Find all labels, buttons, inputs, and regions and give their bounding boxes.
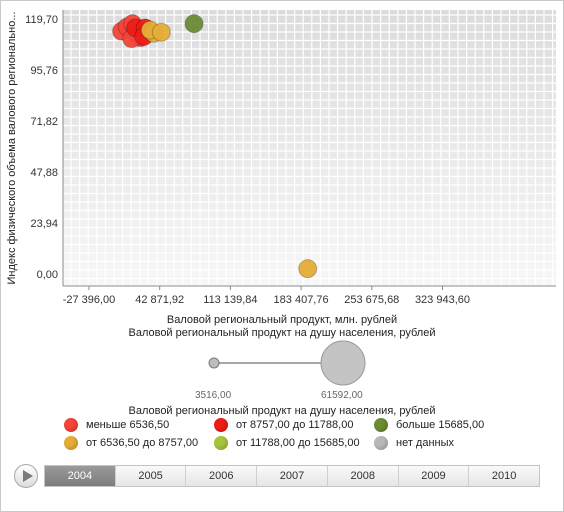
year-tab-2005[interactable]: 2005 xyxy=(116,466,187,486)
size-legend-max-circle xyxy=(320,340,366,386)
size-legend xyxy=(208,340,366,386)
legend-item[interactable]: от 11788,00 до 15685,00 xyxy=(214,436,360,450)
legend-label: меньше 6536,50 xyxy=(86,419,170,431)
size-legend-min-label: 3516,00 xyxy=(195,390,232,401)
x-tick-label: 253 675,68 xyxy=(344,294,399,306)
legend-label: нет данных xyxy=(396,437,455,449)
y-tick-label: 0,00 xyxy=(37,269,58,281)
size-legend-max-label: 61592,00 xyxy=(321,390,363,401)
legend-item[interactable]: больше 15685,00 xyxy=(374,418,484,432)
axes xyxy=(62,10,556,287)
y-axis-title: Индекс физического объема валового регио… xyxy=(6,11,18,284)
bubble-point xyxy=(298,259,318,279)
legend-label: от 11788,00 до 15685,00 xyxy=(236,437,360,449)
legend-item[interactable]: от 6536,50 до 8757,00 xyxy=(64,436,198,450)
size-legend-min-circle xyxy=(208,357,220,369)
x-axis-title: Валовой региональный продукт, млн. рубле… xyxy=(167,314,397,326)
legend-swatch xyxy=(64,418,78,432)
legend-item[interactable]: нет данных xyxy=(374,436,454,450)
legend-swatch xyxy=(374,418,388,432)
x-tick-label: -27 396,00 xyxy=(63,294,116,306)
legend-swatch xyxy=(214,436,228,450)
year-tab-2006[interactable]: 2006 xyxy=(186,466,258,486)
legend-label: от 6536,50 до 8757,00 xyxy=(86,437,199,449)
legend-swatch xyxy=(374,436,388,450)
play-icon[interactable] xyxy=(14,464,38,488)
timeline: 2004 2005 2006 2007 2008 2009 2010 xyxy=(14,464,544,490)
bubbles xyxy=(112,14,318,279)
color-legend-title: Валовой региональный продукт на душу нас… xyxy=(128,405,436,417)
x-tick-label: 183 407,76 xyxy=(274,294,329,306)
x-tick-label: 323 943,60 xyxy=(415,294,470,306)
legend-item[interactable]: от 8757,00 до 11788,00 xyxy=(214,418,353,432)
legend-item[interactable]: меньше 6536,50 xyxy=(64,418,169,432)
year-tab-2007[interactable]: 2007 xyxy=(257,466,328,486)
x-tick-label: 42 871,92 xyxy=(135,294,184,306)
year-selector: 2004 2005 2006 2007 2008 2009 2010 xyxy=(44,465,540,487)
legend-swatch xyxy=(214,418,228,432)
tick-labels: -27 396,00 42 871,92 113 139,84 183 407,76 2… xyxy=(25,14,470,306)
legend-label: от 8757,00 до 11788,00 xyxy=(236,419,354,431)
y-tick-label: 95,76 xyxy=(30,65,58,77)
legend-swatch xyxy=(64,436,78,450)
bubble-point xyxy=(184,14,204,34)
year-tab-2009[interactable]: 2009 xyxy=(399,466,470,486)
legend-label: больше 15685,00 xyxy=(396,419,485,431)
size-legend-title: Валовой региональный продукт на душу нас… xyxy=(128,327,436,339)
y-tick-label: 23,94 xyxy=(30,218,58,230)
color-legend: меньше 6536,50 от 8757,00 до 11788,00 бо… xyxy=(64,418,534,454)
plot-area xyxy=(63,10,556,286)
year-tab-2004[interactable]: 2004 xyxy=(45,466,116,486)
y-tick-label: 47,88 xyxy=(30,167,58,179)
y-tick-label: 119,70 xyxy=(25,14,58,26)
x-tick-label: 113 139,84 xyxy=(203,294,257,306)
bubble-point xyxy=(151,22,171,42)
year-tab-2008[interactable]: 2008 xyxy=(328,466,399,486)
y-tick-label: 71,82 xyxy=(30,116,58,128)
year-tab-2010[interactable]: 2010 xyxy=(491,470,517,482)
